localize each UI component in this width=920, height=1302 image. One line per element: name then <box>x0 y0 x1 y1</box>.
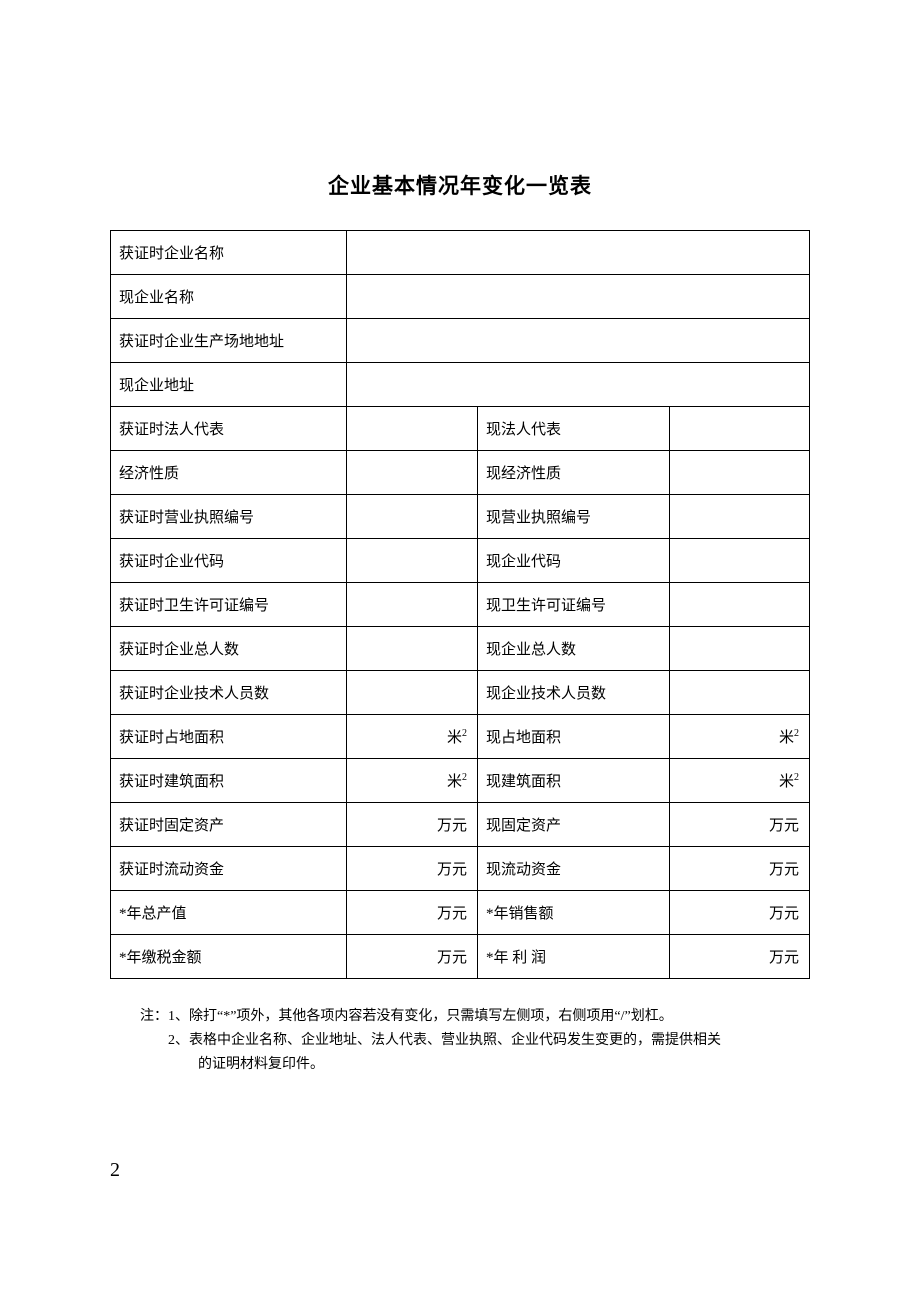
table-row: 获证时企业总人数 现企业总人数 <box>111 627 810 671</box>
row-value-right <box>670 539 810 583</box>
page-title: 企业基本情况年变化一览表 <box>110 170 810 200</box>
row-label-left: 经济性质 <box>111 451 347 495</box>
row-unit-left: 米2 <box>346 759 477 803</box>
row-value-left <box>346 627 477 671</box>
table-row: 现企业名称 <box>111 275 810 319</box>
table-row: 获证时企业技术人员数 现企业技术人员数 <box>111 671 810 715</box>
table-row: 获证时企业代码 现企业代码 <box>111 539 810 583</box>
row-label-right: 现企业技术人员数 <box>477 671 669 715</box>
page-number: 2 <box>110 1159 120 1182</box>
notes-line-2b: 的证明材料复印件。 <box>140 1053 810 1077</box>
row-value-right <box>670 407 810 451</box>
row-value-right <box>670 451 810 495</box>
row-label-right: 现占地面积 <box>477 715 669 759</box>
row-value <box>346 231 809 275</box>
row-value-left <box>346 539 477 583</box>
row-value <box>346 319 809 363</box>
row-label-left: 获证时企业总人数 <box>111 627 347 671</box>
row-label-left: *年总产值 <box>111 891 347 935</box>
row-unit-left: 米2 <box>346 715 477 759</box>
row-label-right: 现流动资金 <box>477 847 669 891</box>
main-table: 获证时企业名称现企业名称获证时企业生产场地地址现企业地址获证时法人代表 现法人代表… <box>110 230 810 979</box>
row-unit-right: 万元 <box>670 803 810 847</box>
row-label-left: 获证时固定资产 <box>111 803 347 847</box>
row-label-left: 获证时企业技术人员数 <box>111 671 347 715</box>
row-label-right: 现营业执照编号 <box>477 495 669 539</box>
row-unit-right: 米2 <box>670 715 810 759</box>
row-unit-right: 万元 <box>670 891 810 935</box>
row-value-left <box>346 407 477 451</box>
row-unit-right: 万元 <box>670 847 810 891</box>
row-label-right: 现建筑面积 <box>477 759 669 803</box>
row-label: 现企业名称 <box>111 275 347 319</box>
table-row: 获证时法人代表 现法人代表 <box>111 407 810 451</box>
row-label-right: 现企业总人数 <box>477 627 669 671</box>
row-label-left: 获证时占地面积 <box>111 715 347 759</box>
row-label-left: 获证时建筑面积 <box>111 759 347 803</box>
row-value-right <box>670 671 810 715</box>
table-row: 获证时占地面积米2现占地面积米2 <box>111 715 810 759</box>
row-unit-left: 万元 <box>346 847 477 891</box>
row-value-left <box>346 451 477 495</box>
notes-prefix: 注： <box>140 1005 168 1029</box>
row-label-right: 现企业代码 <box>477 539 669 583</box>
row-label: 获证时企业生产场地地址 <box>111 319 347 363</box>
row-value-right <box>670 495 810 539</box>
row-label-left: *年缴税金额 <box>111 935 347 979</box>
table-row: *年总产值万元*年销售额万元 <box>111 891 810 935</box>
row-unit-left: 万元 <box>346 891 477 935</box>
table-row: 经济性质 现经济性质 <box>111 451 810 495</box>
table-row: 获证时企业名称 <box>111 231 810 275</box>
row-value-left <box>346 583 477 627</box>
row-label-right: 现经济性质 <box>477 451 669 495</box>
table-row: 获证时营业执照编号 现营业执照编号 <box>111 495 810 539</box>
notes-num-2: 2、 <box>168 1029 189 1053</box>
row-unit-right: 万元 <box>670 935 810 979</box>
row-value <box>346 363 809 407</box>
table-row: 获证时企业生产场地地址 <box>111 319 810 363</box>
row-unit-left: 万元 <box>346 935 477 979</box>
notes-section: 注： 1、 除打“*”项外，其他各项内容若没有变化，只需填写左侧项，右侧项用“/… <box>110 1005 810 1076</box>
row-label-right: *年销售额 <box>477 891 669 935</box>
row-value-right <box>670 583 810 627</box>
table-row: *年缴税金额万元*年 利 润万元 <box>111 935 810 979</box>
row-label-right: 现卫生许可证编号 <box>477 583 669 627</box>
table-row: 现企业地址 <box>111 363 810 407</box>
row-label-left: 获证时企业代码 <box>111 539 347 583</box>
row-value <box>346 275 809 319</box>
row-label-left: 获证时流动资金 <box>111 847 347 891</box>
row-label-left: 获证时营业执照编号 <box>111 495 347 539</box>
row-value-right <box>670 627 810 671</box>
notes-num-1: 1、 <box>168 1005 189 1029</box>
table-row: 获证时固定资产万元现固定资产万元 <box>111 803 810 847</box>
table-row: 获证时卫生许可证编号 现卫生许可证编号 <box>111 583 810 627</box>
row-unit-right: 米2 <box>670 759 810 803</box>
row-value-left <box>346 495 477 539</box>
row-label: 获证时企业名称 <box>111 231 347 275</box>
row-label-right: *年 利 润 <box>477 935 669 979</box>
table-row: 获证时流动资金万元现流动资金万元 <box>111 847 810 891</box>
notes-line-1: 除打“*”项外，其他各项内容若没有变化，只需填写左侧项，右侧项用“/”划杠。 <box>189 1005 810 1029</box>
row-label: 现企业地址 <box>111 363 347 407</box>
row-unit-left: 万元 <box>346 803 477 847</box>
row-value-left <box>346 671 477 715</box>
notes-line-2a: 表格中企业名称、企业地址、法人代表、营业执照、企业代码发生变更的，需提供相关 <box>189 1029 810 1053</box>
table-row: 获证时建筑面积米2现建筑面积米2 <box>111 759 810 803</box>
row-label-left: 获证时卫生许可证编号 <box>111 583 347 627</box>
row-label-right: 现法人代表 <box>477 407 669 451</box>
row-label-left: 获证时法人代表 <box>111 407 347 451</box>
row-label-right: 现固定资产 <box>477 803 669 847</box>
